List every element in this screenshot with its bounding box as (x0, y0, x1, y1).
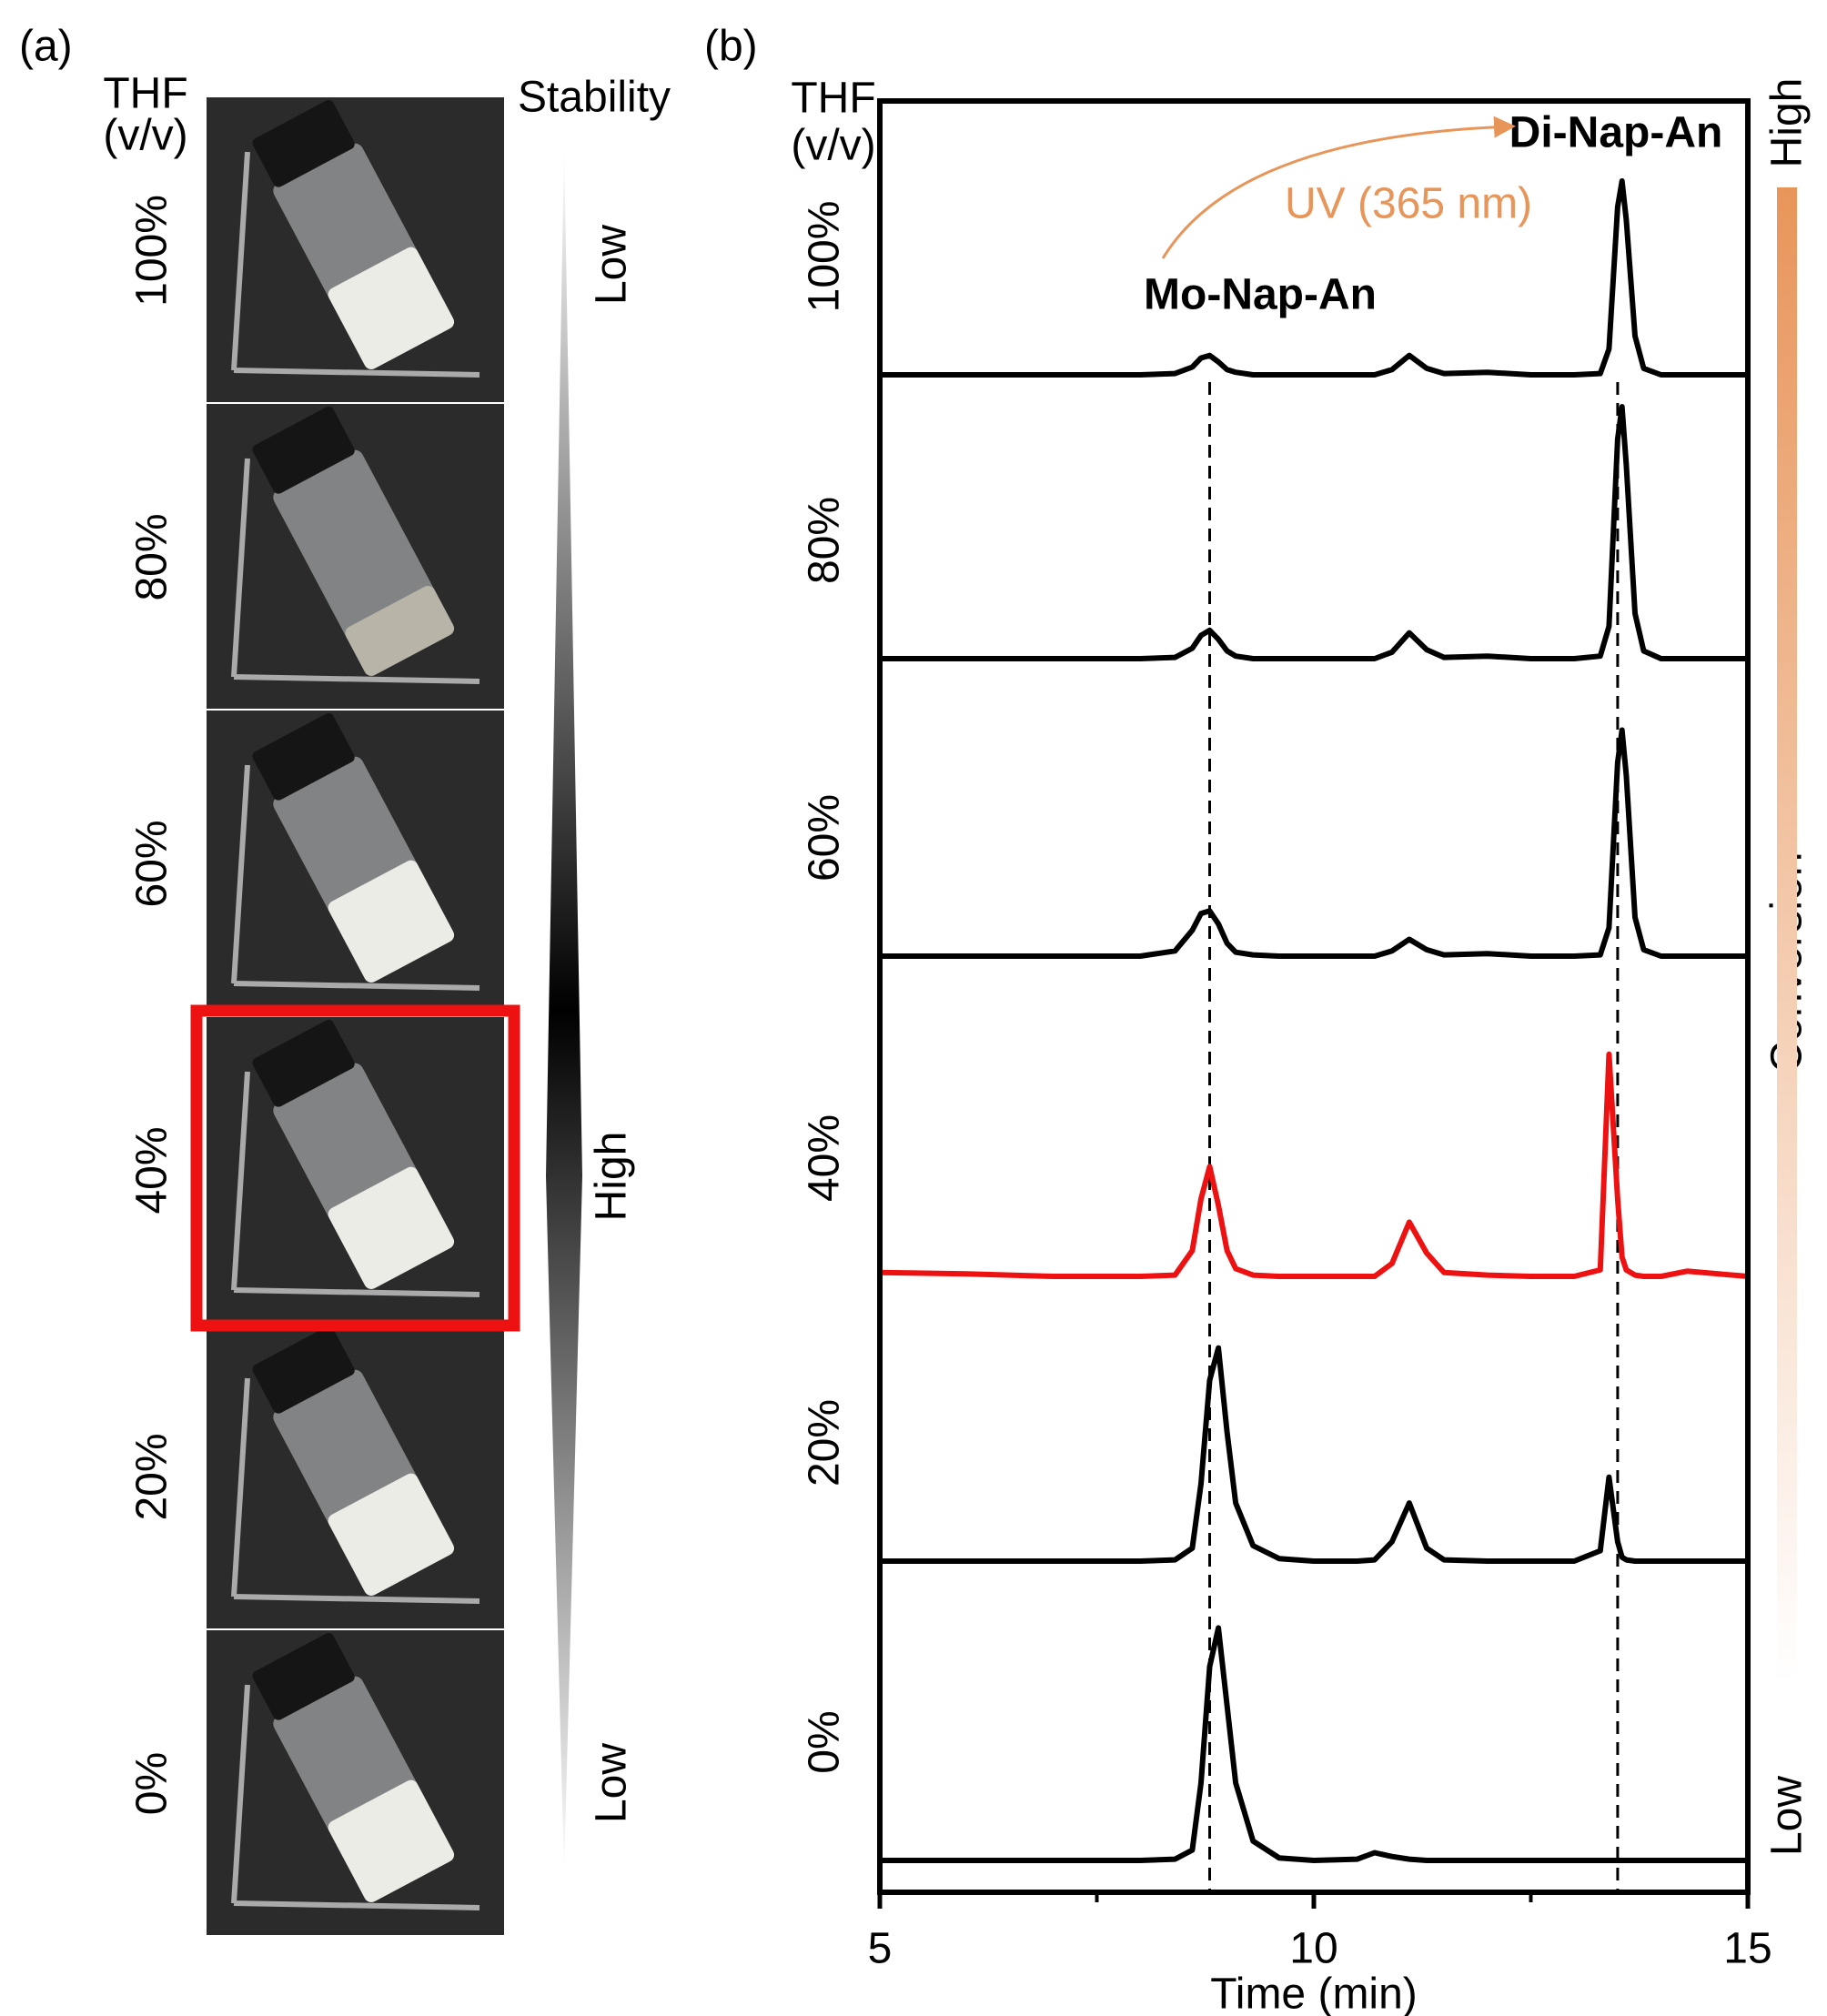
header-left: (v/v) (103, 112, 187, 160)
series-label: 20% (801, 1399, 849, 1487)
header-right: Stability (518, 74, 671, 122)
vial-cap (252, 406, 355, 494)
series-label: 100% (801, 201, 849, 313)
y-label: THF (791, 75, 875, 123)
panel-label: (b) (704, 23, 758, 71)
vial-cap (252, 1632, 355, 1720)
row-label: 20% (128, 1433, 177, 1520)
stand (231, 1071, 480, 1297)
vial-liquid (328, 247, 455, 369)
trace (880, 178, 1748, 378)
stability-gradient (546, 146, 582, 1874)
highlight-box (190, 1004, 520, 1332)
annotation: Di-Nap-An (1509, 109, 1723, 157)
conversion-high: High (1763, 78, 1812, 168)
stand (231, 458, 480, 684)
trace (880, 727, 1748, 959)
series-label: 0% (801, 1710, 849, 1773)
vial-cap (252, 99, 355, 187)
stability-label: Low (588, 225, 636, 305)
stand (231, 764, 480, 991)
series-label: 60% (801, 794, 849, 882)
vial-liquid (328, 1779, 455, 1902)
vial-liquid (328, 860, 455, 983)
vial-cap (252, 1326, 355, 1414)
row-label: 100% (128, 195, 177, 307)
vial (252, 1019, 455, 1289)
row-label: 80% (128, 513, 177, 600)
vial (252, 406, 455, 676)
series-label: 80% (801, 497, 849, 584)
trace (879, 1051, 1749, 1279)
row-label: 0% (128, 1752, 177, 1815)
conversion-bar (1777, 187, 1797, 1683)
vial-cap (252, 1019, 355, 1107)
stability-label: Low (588, 1743, 636, 1823)
series-label: 40% (801, 1114, 849, 1202)
vial-cap (252, 712, 355, 801)
vial-liquid (345, 585, 455, 676)
trace (880, 1345, 1748, 1564)
vial-liquid (328, 1166, 455, 1289)
vial (252, 1632, 455, 1902)
trace (880, 404, 1748, 661)
conversion-low: Low (1763, 1776, 1812, 1856)
row-label: 60% (128, 820, 177, 907)
annotation: Mo-Nap-An (1144, 271, 1377, 319)
x-tick-label: 10 (1289, 1925, 1337, 1973)
uv-arrow (1161, 116, 1516, 259)
x-tick-label: 15 (1723, 1925, 1771, 1973)
header-left: THF (103, 70, 187, 118)
panel-label: (a) (19, 23, 73, 71)
panel-b: (b) THF (v/v) Mo-Nap-An Di-Nap-An UV (36… (704, 23, 1812, 2016)
stand (231, 151, 480, 378)
stand (231, 1684, 480, 1910)
x-tick-label: 5 (868, 1925, 893, 1973)
stability-label: High (588, 1132, 636, 1222)
y-label: (v/v) (791, 122, 875, 170)
x-label: Time (min) (1210, 1971, 1418, 2016)
vial (252, 712, 455, 983)
stand (231, 1377, 480, 1604)
vial-liquid (328, 1473, 455, 1596)
vial (252, 99, 455, 369)
annotation: UV (365 nm) (1285, 180, 1532, 228)
row-label: 40% (128, 1126, 177, 1214)
vial (252, 1326, 455, 1596)
panel-a: (a) THF (v/v) Stability Low High Low (19, 23, 671, 1874)
trace (880, 1625, 1748, 1863)
